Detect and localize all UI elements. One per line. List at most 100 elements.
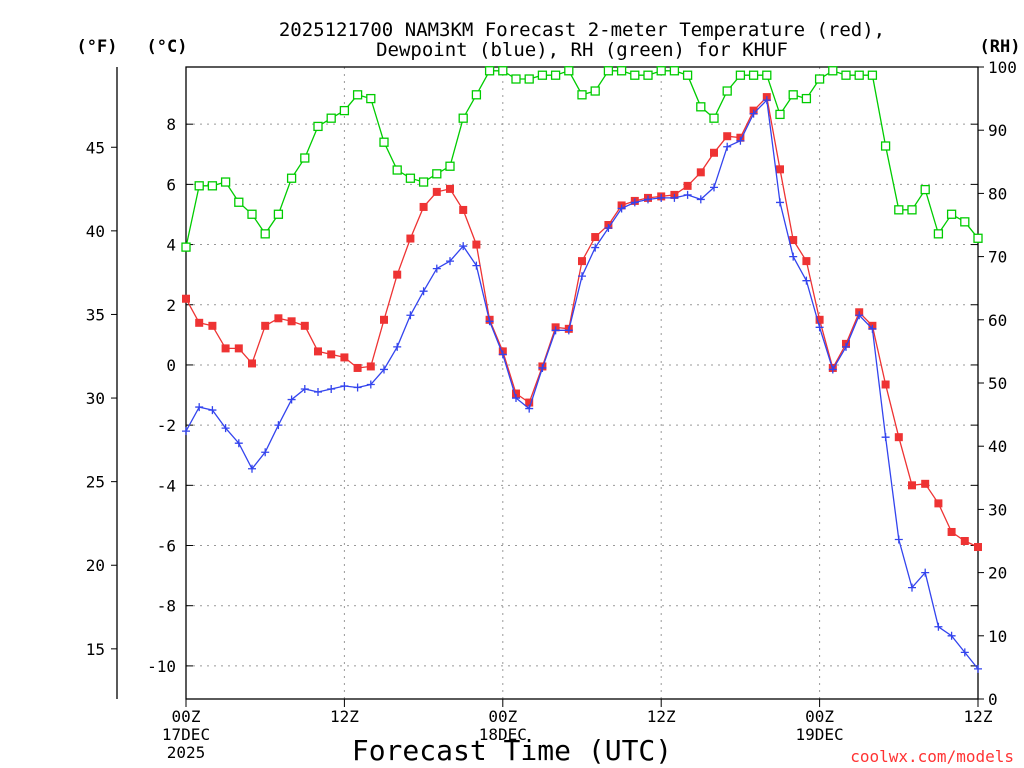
- rh-point: [762, 70, 772, 80]
- x-tick-label: 00Z: [172, 707, 201, 726]
- temperature-point: [472, 240, 481, 249]
- temperature-point: [353, 363, 362, 372]
- rh-tick-label: 20: [988, 564, 1007, 583]
- rh-point: [590, 86, 600, 96]
- temperature-point: [208, 321, 217, 330]
- dewpoint-point: [802, 276, 811, 285]
- rh-point: [696, 102, 706, 112]
- rh-point: [564, 66, 574, 76]
- temperature-point: [274, 314, 283, 323]
- rh-tick-label: 80: [988, 184, 1007, 203]
- rh-tick-label: 90: [988, 121, 1007, 140]
- rh-point: [946, 209, 957, 219]
- temperature-point: [459, 205, 468, 214]
- rh-point: [524, 74, 534, 84]
- temperature-point: [776, 165, 784, 174]
- dewpoint-point: [815, 323, 824, 332]
- dewpoint-point: [182, 427, 190, 436]
- dewpoint-point: [617, 204, 626, 213]
- celsius-tick-label: 8: [166, 115, 176, 134]
- rh-point: [854, 70, 864, 80]
- temperature-point: [366, 362, 375, 371]
- rh-point: [933, 229, 944, 239]
- dewpoint-point: [525, 404, 534, 413]
- dewpoint-point: [842, 342, 850, 351]
- celsius-tick-label: 4: [166, 236, 176, 255]
- rh-tick-label: 60: [988, 311, 1007, 330]
- dewpoint-point: [314, 388, 322, 397]
- dewpoint-point: [380, 365, 388, 374]
- dewpoint-point: [908, 583, 916, 592]
- x-axis-title: Forecast Time (UTC): [352, 734, 672, 767]
- rh-point: [194, 181, 204, 191]
- dewpoint-point: [591, 243, 600, 252]
- rh-point: [577, 90, 587, 100]
- rh-point: [220, 177, 231, 187]
- dewpoint-point: [248, 464, 256, 473]
- rh-point: [537, 70, 548, 80]
- dewpoint-point: [670, 193, 679, 202]
- dewpoint-point: [881, 433, 890, 442]
- temperature-point: [578, 257, 586, 266]
- temperature-point: [393, 270, 402, 279]
- rh-point: [207, 181, 218, 191]
- rh-point: [841, 70, 851, 80]
- rh-point: [260, 229, 270, 239]
- temperature-point: [802, 257, 811, 266]
- dewpoint-point: [300, 385, 309, 394]
- fahrenheit-tick-label: 45: [86, 138, 105, 157]
- axes: -10-8-6-4-202468152025303540450102030405…: [86, 58, 1017, 762]
- rh-point: [894, 205, 904, 215]
- x-tick-label: 12Z: [964, 707, 993, 726]
- dewpoint-point: [974, 664, 982, 673]
- dewpoint-point: [446, 257, 454, 266]
- dewpoint-point: [538, 363, 547, 372]
- temperature-point: [960, 537, 969, 545]
- temperature-point: [921, 479, 930, 488]
- rh-point: [273, 209, 284, 219]
- rh-point: [300, 153, 310, 163]
- fahrenheit-tick-label: 40: [86, 222, 105, 241]
- dewpoint-point: [353, 383, 362, 392]
- dewpoint-point: [274, 421, 283, 430]
- celsius-tick-label: -8: [157, 597, 176, 616]
- dewpoint-point: [498, 350, 507, 359]
- rh-point: [656, 66, 666, 76]
- rh-point: [814, 74, 825, 84]
- rh-tick-label: 50: [988, 374, 1007, 393]
- x-tick-label: 18DEC: [479, 725, 527, 744]
- dewpoint-point: [195, 403, 204, 412]
- dewpoint-point: [657, 193, 666, 202]
- temperature-point: [327, 350, 336, 359]
- celsius-tick-label: -4: [157, 476, 176, 495]
- dewpoint-point: [221, 424, 230, 433]
- dewpoint-point: [208, 406, 217, 415]
- fahrenheit-unit-label: (°F): [77, 37, 118, 57]
- rh-point: [709, 113, 719, 123]
- dewpoint-point: [934, 622, 943, 631]
- rh-point: [445, 161, 455, 171]
- rh-point: [392, 165, 402, 175]
- dewpoint-point: [287, 395, 296, 404]
- rh-point: [867, 70, 878, 80]
- dewpoint-point: [696, 195, 705, 204]
- temperature-point: [696, 168, 705, 177]
- dewpoint-point: [432, 264, 441, 273]
- x-tick-label: 00Z: [488, 707, 517, 726]
- rh-point: [907, 205, 917, 215]
- temperature-point: [512, 389, 520, 398]
- temperature-point: [815, 315, 824, 324]
- temperature-point: [789, 236, 798, 245]
- temperature-point: [974, 543, 982, 552]
- rh-point: [735, 70, 746, 80]
- temperature-point: [314, 347, 322, 356]
- rh-point: [616, 66, 627, 76]
- x-tick-label: 17DEC: [162, 725, 210, 744]
- fahrenheit-tick-label: 35: [86, 305, 105, 324]
- temperature-point: [287, 317, 296, 326]
- x-tick-label: 19DEC: [796, 725, 844, 744]
- temperature-point: [195, 318, 204, 327]
- rh-point: [418, 177, 429, 187]
- rh-point: [432, 169, 442, 179]
- rh-point: [326, 113, 336, 123]
